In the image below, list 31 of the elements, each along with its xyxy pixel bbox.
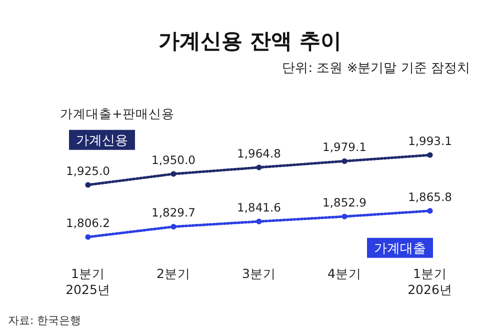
data-label: 1,852.9 bbox=[322, 196, 366, 210]
data-label: 1,841.6 bbox=[237, 200, 281, 214]
data-label: 1,865.8 bbox=[408, 190, 452, 204]
data-label: 1,993.1 bbox=[408, 134, 452, 148]
point bbox=[342, 214, 348, 220]
x-tick-label: 1분기 2025년 bbox=[66, 266, 110, 297]
point bbox=[427, 152, 433, 158]
data-label: 1,829.7 bbox=[152, 206, 196, 220]
data-label: 1,806.2 bbox=[66, 216, 110, 230]
text: 가계신용 bbox=[76, 133, 128, 148]
data-label: 1,950.0 bbox=[152, 152, 196, 167]
point bbox=[256, 218, 262, 224]
text: 가계대출+판매신용 bbox=[60, 106, 174, 121]
point bbox=[170, 171, 176, 177]
point bbox=[170, 224, 176, 230]
x-tick-label: 1분기 2026년 bbox=[408, 266, 452, 297]
x-tick-label: 2분기 bbox=[156, 266, 190, 281]
point bbox=[85, 234, 91, 240]
text: 가계대출 bbox=[374, 241, 426, 256]
x-tick-label: 4분기 bbox=[328, 266, 362, 281]
data-label: 1,964.8 bbox=[237, 146, 281, 160]
chart-title: 가계신용 잔액 추이 bbox=[158, 29, 342, 53]
point bbox=[256, 164, 262, 170]
data-label: 1,925.0 bbox=[66, 164, 110, 178]
point bbox=[342, 158, 348, 164]
data-label: 1,979.1 bbox=[322, 140, 366, 154]
x-tick-label: 3분기 bbox=[242, 266, 276, 281]
text: 자료: 한국은행 bbox=[8, 314, 82, 327]
point bbox=[427, 208, 433, 214]
chart-subtitle: 단위: 조원 ※분기말 기준 잠정치 bbox=[282, 61, 470, 76]
point bbox=[85, 182, 91, 188]
